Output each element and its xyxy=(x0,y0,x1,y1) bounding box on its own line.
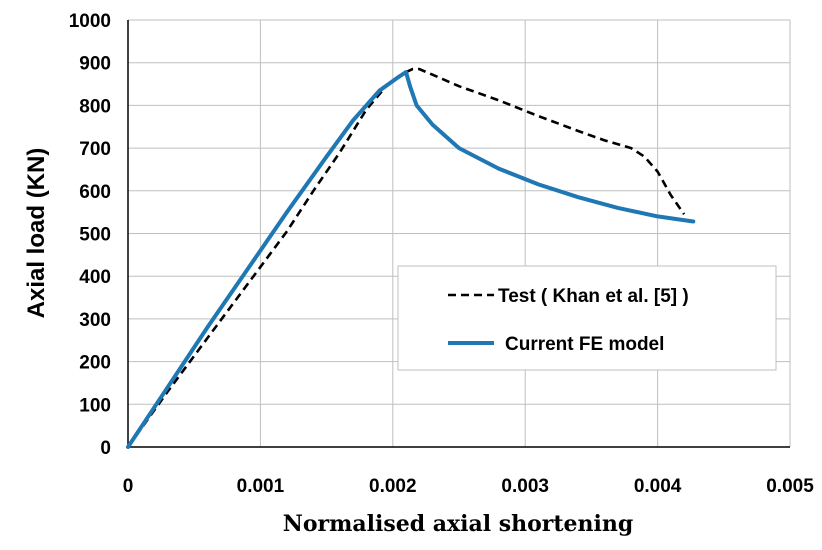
legend-box xyxy=(397,265,777,371)
y-tick-label: 0 xyxy=(100,438,111,459)
y-tick-label: 600 xyxy=(79,182,111,203)
y-tick-label: 200 xyxy=(79,353,111,374)
x-tick-label: 0.003 xyxy=(501,476,549,497)
y-tick-label: 400 xyxy=(79,267,111,288)
grid xyxy=(128,19,791,447)
y-tick-label: 1000 xyxy=(69,11,111,32)
legend-label-test: Test ( Khan et al. [5] ) xyxy=(498,286,689,307)
x-tick-label: 0.005 xyxy=(766,476,814,497)
axes xyxy=(127,20,790,448)
legend-label-fe-model: Current FE model xyxy=(505,334,664,355)
x-tick-label: 0.002 xyxy=(369,476,417,497)
series-line-1 xyxy=(126,70,696,449)
y-tick-label: 700 xyxy=(79,139,111,160)
x-tick-label: 0.001 xyxy=(237,476,285,497)
x-tick-label: 0.004 xyxy=(634,476,682,497)
x-tick-labels: 0 0.001 0.002 0.003 0.004 0.005 xyxy=(123,476,814,497)
y-tick-label: 500 xyxy=(79,225,111,246)
x-axis-title: Normalised axial shortening xyxy=(283,511,634,537)
y-tick-label: 100 xyxy=(79,395,111,416)
y-tick-label: 800 xyxy=(79,96,111,117)
series-layer xyxy=(126,67,696,449)
y-tick-labels: 0 100 200 300 400 500 600 700 800 900 1000 xyxy=(69,11,111,459)
series-line-0 xyxy=(126,67,686,448)
y-axis-title: Axial load (KN) xyxy=(23,148,50,319)
y-tick-label: 300 xyxy=(79,310,111,331)
x-tick-label: 0 xyxy=(123,476,134,497)
y-tick-label: 900 xyxy=(79,54,111,75)
legend: Test ( Khan et al. [5] ) Current FE mode… xyxy=(397,265,777,371)
